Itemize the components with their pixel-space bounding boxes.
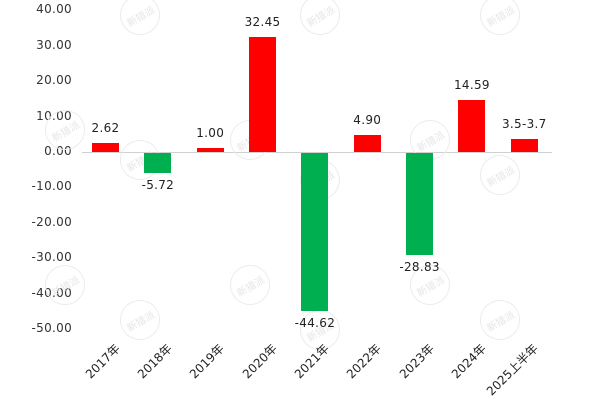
data-label: -44.62 — [294, 315, 336, 330]
watermark-icon: 新猎派 — [112, 0, 168, 43]
watermark-icon: 新猎派 — [222, 257, 278, 313]
y-tick-label: 30.00 — [36, 37, 72, 52]
y-tick-label: 10.00 — [36, 108, 72, 123]
x-tick-label: 2018年 — [134, 341, 175, 382]
watermark-icon: 新猎派 — [472, 147, 528, 203]
bar-2018年 — [144, 153, 172, 174]
y-tick-label: 40.00 — [36, 2, 72, 17]
bar-2019年 — [196, 148, 224, 152]
data-label: 14.59 — [454, 78, 490, 93]
data-label: 32.45 — [244, 15, 281, 30]
y-tick-label: 0.00 — [44, 144, 72, 158]
watermark-icon: 新猎派 — [472, 0, 528, 43]
y-tick-label: 20.00 — [36, 73, 72, 88]
zero-baseline — [82, 152, 552, 153]
x-tick-label: 2020年 — [239, 341, 280, 382]
watermark-icon: 新猎派 — [37, 257, 93, 313]
bar-2022年 — [353, 134, 381, 152]
bar-2017年 — [92, 142, 119, 152]
data-label: -5.72 — [141, 178, 175, 193]
data-label: 4.90 — [353, 112, 382, 127]
x-tick-label: 2025上半年 — [484, 341, 542, 399]
data-label: 2.62 — [91, 120, 120, 135]
bar-2023年 — [406, 153, 434, 256]
x-tick-label: 2023年 — [396, 341, 437, 382]
x-tick-label: 2019年 — [187, 341, 228, 382]
x-tick-label: 2022年 — [344, 341, 385, 382]
y-tick-label: -10.00 — [31, 179, 72, 194]
bar-2024年 — [458, 100, 486, 152]
y-tick-label: -50.00 — [31, 321, 72, 335]
data-label: 3.5-3.7 — [501, 117, 547, 132]
bar-2025上半年 — [510, 139, 538, 152]
y-tick-label: -30.00 — [31, 250, 72, 265]
watermark-icon: 新猎派 — [472, 292, 528, 348]
x-tick-label: 2024年 — [448, 341, 489, 382]
y-tick-label: -20.00 — [31, 214, 72, 229]
watermark-icon: 新猎派 — [112, 292, 168, 348]
x-tick-label: 2017年 — [82, 341, 123, 382]
bar-2020年 — [249, 37, 277, 152]
data-label: -28.83 — [399, 260, 440, 275]
bar-2021年 — [301, 153, 329, 311]
y-tick-label: -40.00 — [31, 285, 72, 300]
data-label: 1.00 — [196, 126, 225, 141]
